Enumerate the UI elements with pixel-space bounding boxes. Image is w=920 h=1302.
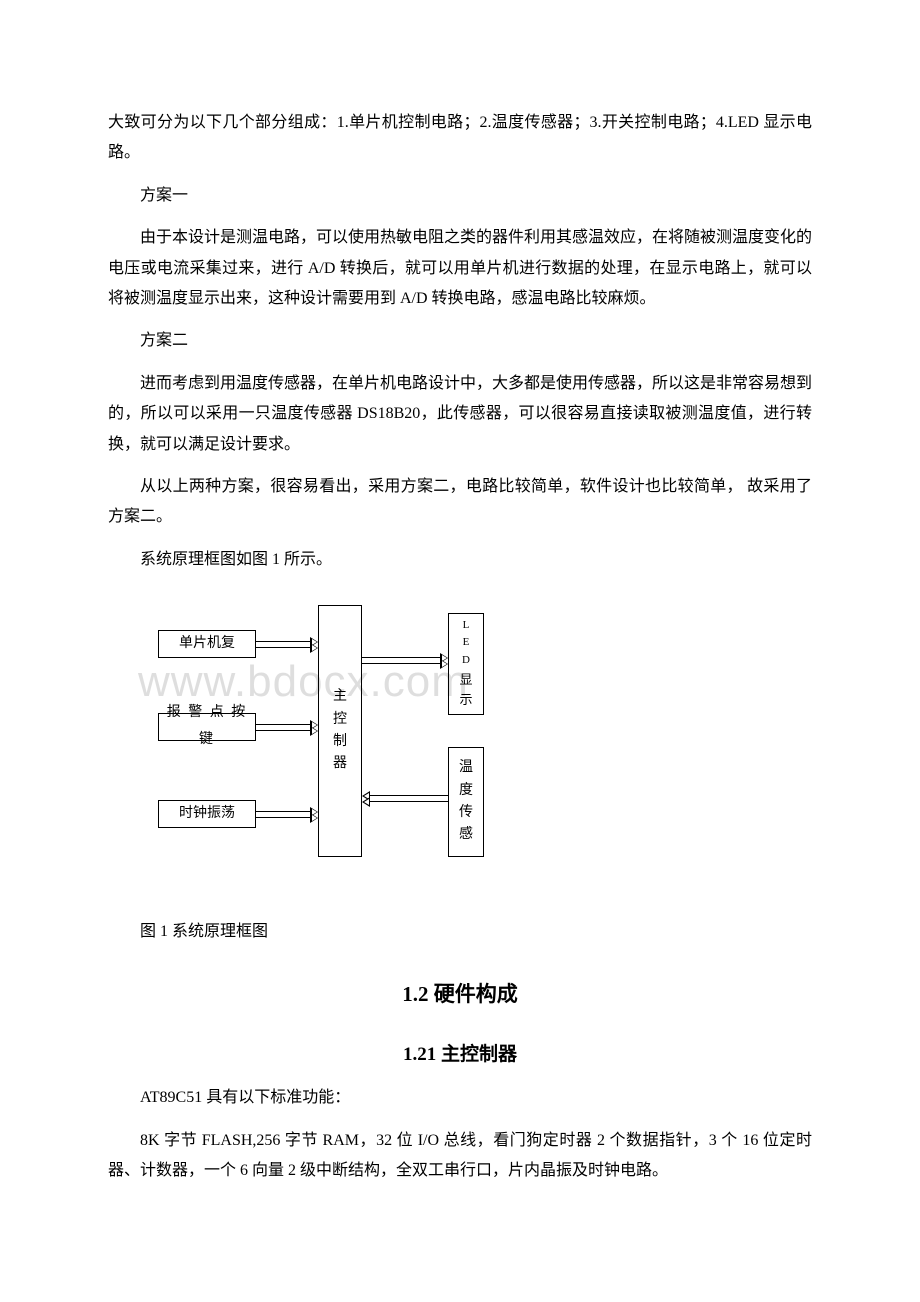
led-char-2: E bbox=[463, 634, 470, 652]
mcu-char-2: 控 bbox=[333, 709, 347, 731]
arrow-reset-mcu-2 bbox=[256, 647, 318, 657]
paragraph-plan2-title: 方案二 bbox=[108, 326, 812, 356]
paragraph-conclusion: 从以上两种方案，很容易看出，采用方案二，电路比较简单，软件设计也比较简单， 故采… bbox=[108, 472, 812, 533]
paragraph-diagram-ref: 系统原理框图如图 1 所示。 bbox=[108, 545, 812, 575]
paragraph-plan1-body: 由于本设计是测温电路，可以使用热敏电阻之类的器件利用其感温效应，在将随被测温度变… bbox=[108, 223, 812, 314]
mcu-char-4: 器 bbox=[333, 753, 347, 775]
sensor-char-3: 传 bbox=[459, 802, 473, 824]
arrow-alarm-mcu-2 bbox=[256, 730, 318, 740]
heading-1-2: 1.2 硬件构成 bbox=[108, 975, 812, 1015]
paragraph-plan2-body: 进而考虑到用温度传感器，在单片机电路设计中，大多都是使用传感器，所以这是非常容易… bbox=[108, 369, 812, 460]
node-alarm: 报 警 点 按 键 bbox=[158, 713, 256, 741]
arrow-mcu-led-2 bbox=[362, 663, 448, 673]
node-led: L E D 显 示 bbox=[448, 613, 484, 715]
paragraph-hw-intro: AT89C51 具有以下标准功能： bbox=[108, 1083, 812, 1113]
arrow-clock-mcu-2 bbox=[256, 817, 318, 827]
led-char-1: L bbox=[463, 617, 470, 635]
sensor-char-4: 感 bbox=[459, 824, 473, 846]
node-reset: 单片机复 bbox=[158, 630, 256, 658]
node-mcu: 主 控 制 器 bbox=[318, 605, 362, 857]
heading-1-21: 1.21 主控制器 bbox=[108, 1037, 812, 1073]
led-char-4: 显 bbox=[459, 670, 472, 691]
sensor-char-2: 度 bbox=[459, 780, 473, 802]
led-char-5: 示 bbox=[459, 690, 472, 711]
paragraph-hw-spec: 8K 字节 FLASH,256 字节 RAM，32 位 I/O 总线，看门狗定时… bbox=[108, 1126, 812, 1187]
mcu-char-3: 制 bbox=[333, 731, 347, 753]
sensor-char-1: 温 bbox=[459, 757, 473, 779]
led-char-3: D bbox=[462, 652, 470, 670]
paragraph-intro: 大致可分为以下几个部分组成：1.单片机控制电路；2.温度传感器；3.开关控制电路… bbox=[108, 108, 812, 169]
mcu-char-1: 主 bbox=[333, 686, 347, 708]
system-block-diagram: www.bdocx.com 单片机复 报 警 点 按 键 时钟振荡 主 控 制 … bbox=[158, 595, 558, 895]
node-sensor: 温 度 传 感 bbox=[448, 747, 484, 857]
node-clock: 时钟振荡 bbox=[158, 800, 256, 828]
paragraph-plan1-title: 方案一 bbox=[108, 181, 812, 211]
diagram-caption: 图 1 系统原理框图 bbox=[108, 917, 812, 947]
arrow-sensor-mcu-2 bbox=[362, 801, 448, 811]
